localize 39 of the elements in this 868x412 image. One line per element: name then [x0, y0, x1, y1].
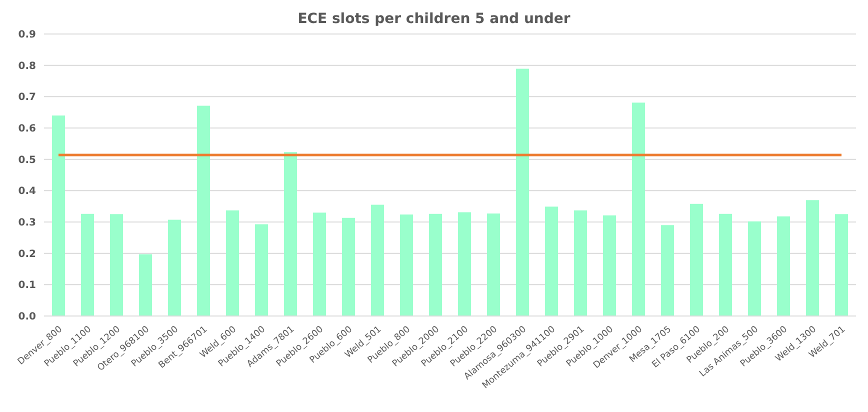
bar	[545, 206, 558, 316]
bar	[632, 102, 645, 316]
y-tick-label: 0.2	[18, 248, 36, 260]
bar	[342, 218, 355, 316]
chart-title: ECE slots per children 5 and under	[296, 10, 572, 29]
bar	[139, 254, 152, 316]
bar	[81, 214, 94, 316]
bar	[574, 210, 587, 316]
bar	[661, 225, 674, 316]
bar	[835, 214, 848, 316]
bar	[516, 68, 529, 316]
bar	[458, 212, 471, 316]
bar	[226, 210, 239, 316]
bar	[313, 212, 326, 316]
y-tick-label: 0.4	[18, 186, 36, 198]
y-tick-label: 0.3	[18, 218, 36, 229]
bar	[806, 200, 819, 316]
bar	[168, 220, 181, 316]
bar	[52, 115, 65, 316]
bar	[429, 214, 442, 316]
bar	[197, 106, 210, 316]
y-tick-label: 0.0	[18, 312, 36, 323]
bar	[371, 204, 384, 316]
bar	[719, 214, 732, 316]
y-tick-label: 0.6	[18, 124, 36, 135]
y-tick-label: 0.7	[18, 92, 36, 104]
y-tick-label: 0.1	[18, 280, 36, 292]
bar	[487, 214, 500, 316]
bar	[400, 214, 413, 316]
y-tick-label: 0.8	[18, 60, 36, 72]
bar	[255, 224, 268, 316]
y-tick-label: 0.5	[18, 154, 36, 166]
bar	[603, 215, 616, 316]
bar	[748, 221, 761, 316]
bar	[284, 152, 297, 316]
bar	[110, 214, 123, 316]
y-tick-label: 0.9	[18, 30, 36, 41]
bar	[690, 204, 703, 316]
bar	[777, 216, 790, 316]
